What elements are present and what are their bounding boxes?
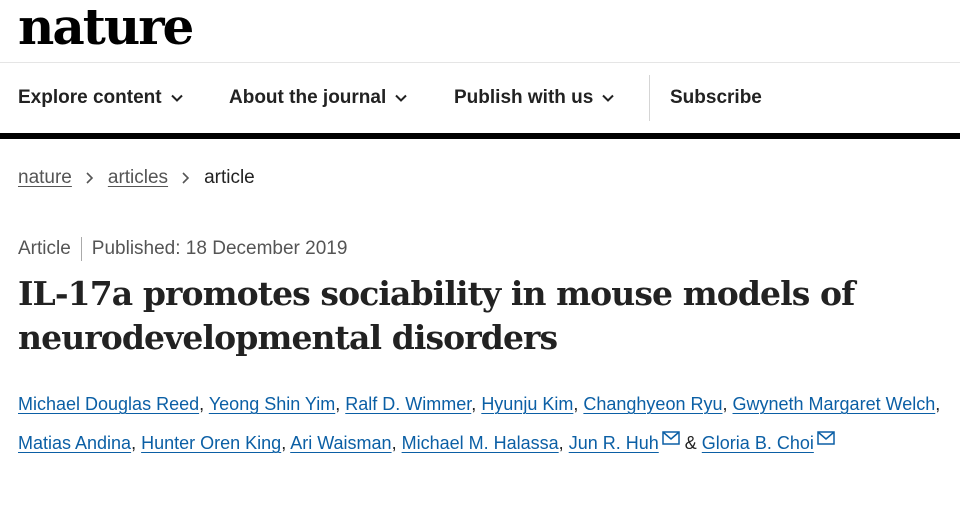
breadcrumb: nature articles article [18, 165, 255, 191]
nav-publish-with-us-label: Publish with us [454, 87, 594, 108]
nav-explore-content[interactable]: Explore content [18, 63, 184, 133]
author-link[interactable]: Michael Douglas Reed [18, 394, 200, 414]
author-separator: , [281, 433, 287, 453]
mail-icon[interactable] [662, 431, 680, 445]
meta-divider [80, 237, 82, 261]
author-separator: , [573, 394, 579, 414]
author-separator: , [199, 394, 205, 414]
author-link[interactable]: Yeong Shin Yim [208, 394, 336, 414]
nav-explore-content-label: Explore content [18, 87, 162, 108]
breadcrumb-current: article [204, 167, 255, 188]
author-link[interactable]: Ari Waisman [290, 433, 392, 453]
chevron-down-icon [602, 94, 615, 102]
author-separator: , [722, 394, 728, 414]
nav-divider [649, 75, 650, 121]
author-link[interactable]: Matias Andina [18, 433, 132, 453]
author-ampersand: & [684, 433, 697, 453]
author-link[interactable]: Ralf D. Wimmer [345, 394, 472, 414]
nav-subscribe-label: Subscribe [670, 87, 762, 108]
article-title-line-2: neurodevelopmental disorders [18, 318, 558, 357]
author-separator: , [935, 394, 941, 414]
author-separator: , [471, 394, 477, 414]
brand-bar: nature [0, 0, 960, 63]
article-meta: Article Published: 18 December 2019 [18, 236, 347, 262]
nav-about-the-journal-label: About the journal [229, 87, 387, 108]
chevron-down-icon [395, 94, 407, 102]
nav-about-the-journal[interactable]: About the journal [229, 63, 408, 133]
author-link[interactable]: Hyunju Kim [481, 394, 574, 414]
mail-icon[interactable] [817, 431, 835, 445]
nature-logo[interactable]: nature [18, 0, 194, 56]
chevron-right-icon [86, 172, 94, 184]
author-link[interactable]: Hunter Oren King [141, 433, 282, 453]
main-nav: Explore content About the journal Publis… [0, 63, 960, 139]
breadcrumb-articles[interactable]: articles [107, 167, 169, 188]
published-date: Published: 18 December 2019 [91, 238, 348, 259]
author-link[interactable]: Gwyneth Margaret Welch [732, 394, 936, 414]
breadcrumb-nature[interactable]: nature [18, 167, 72, 188]
article-title: IL-17a promotes sociability in mouse mod… [18, 272, 948, 360]
author-separator: , [335, 394, 341, 414]
author-separator: , [391, 433, 397, 453]
chevron-right-icon [182, 172, 190, 184]
author-link[interactable]: Jun R. Huh [568, 433, 659, 453]
author-link[interactable]: Changhyeon Ryu [583, 394, 723, 414]
author-link[interactable]: Gloria B. Choi [701, 433, 814, 453]
author-list: Michael Douglas Reed, Yeong Shin Yim, Ra… [18, 385, 953, 463]
chevron-down-icon [170, 94, 183, 102]
article-type: Article [18, 238, 71, 259]
author-separator: , [131, 433, 137, 453]
author-separator: , [558, 433, 564, 453]
author-link[interactable]: Michael M. Halassa [401, 433, 559, 453]
article-title-line-1: IL-17a promotes sociability in mouse mod… [18, 274, 855, 313]
nav-subscribe[interactable]: Subscribe [670, 63, 762, 133]
nav-publish-with-us[interactable]: Publish with us [454, 63, 615, 133]
